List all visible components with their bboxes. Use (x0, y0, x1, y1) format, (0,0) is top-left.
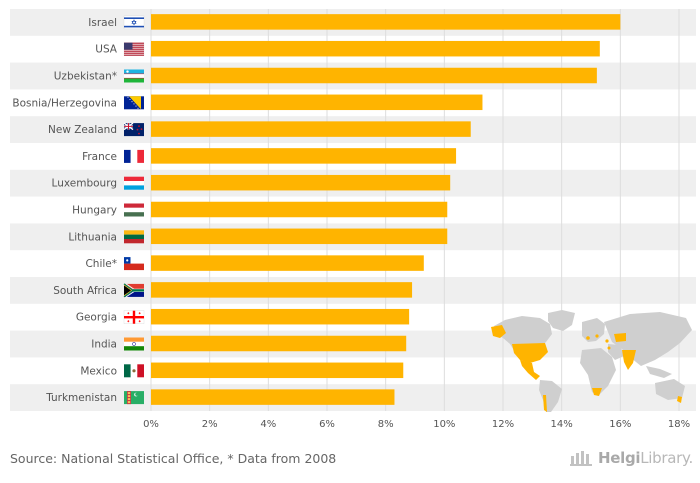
mexico-flag-icon (124, 364, 144, 378)
category-label: New Zealand (48, 124, 117, 136)
category-label: South Africa (53, 285, 117, 297)
category-label: Hungary (72, 205, 117, 217)
bars (151, 14, 621, 405)
category-label: Turkmenistan (45, 392, 117, 404)
category-label: Georgia (76, 312, 117, 324)
georgia-flag-icon (123, 310, 145, 324)
bar-france[interactable] (151, 148, 457, 164)
category-label: France (82, 151, 117, 163)
bar-lithuania[interactable] (151, 228, 448, 245)
luxembourg-flag-icon (124, 176, 144, 190)
lithuania-flag-icon (124, 230, 144, 244)
category-label: India (91, 339, 117, 351)
india-flag-icon (124, 337, 144, 351)
x-tick-label: 4% (260, 419, 276, 430)
x-tick-label: 8% (378, 419, 394, 430)
flags (123, 15, 145, 405)
bar-hungary[interactable] (151, 201, 448, 218)
israel-flag-icon (123, 15, 145, 30)
chile-flag-icon (124, 257, 144, 271)
category-label: Lithuania (68, 231, 117, 243)
hungary-flag-icon (124, 203, 144, 217)
bar-israel[interactable] (151, 14, 621, 30)
bar-south-africa[interactable] (151, 282, 413, 298)
uzbekistan-flag-icon (124, 69, 144, 83)
category-label: Israel (88, 17, 117, 29)
x-tick-label: 12% (492, 419, 514, 430)
x-tick-label: 16% (609, 419, 631, 430)
bar-new-zealand[interactable] (151, 121, 471, 137)
category-labels: Israel USA Uzbekistan* Bosnia/Herzegovina Ne… (12, 17, 117, 404)
category-label: Mexico (80, 365, 117, 377)
category-label: Bosnia/Herzegovina (12, 97, 117, 109)
turkmenistan-flag-icon (124, 391, 144, 405)
source-note: Source: National Statistical Office, * D… (10, 451, 337, 466)
bar-georgia[interactable] (151, 308, 410, 325)
x-tick-label: 0% (143, 419, 159, 430)
x-axis-ticks: 0% 2% 4% 6% 8% 10% 12% 14% 16% 18% (143, 419, 690, 430)
south-africa-flag-icon (123, 283, 144, 298)
x-tick-label: 18% (668, 419, 690, 430)
category-label: Chile* (85, 258, 117, 270)
bar-luxembourg[interactable] (151, 174, 451, 191)
bar-mexico[interactable] (151, 362, 404, 379)
logo-text: HelgiLibrary. (598, 449, 693, 467)
bar-uzbekistan[interactable] (151, 67, 597, 84)
x-tick-label: 6% (319, 419, 335, 430)
helgi-library-logo[interactable]: HelgiLibrary. (570, 449, 693, 467)
new-zealand-flag-icon (123, 122, 144, 137)
bar-india[interactable] (151, 335, 407, 352)
x-tick-label: 14% (551, 419, 573, 430)
category-label: Luxembourg (52, 178, 117, 190)
x-tick-label: 2% (202, 419, 218, 430)
building-icon (570, 451, 592, 466)
bar-chile[interactable] (151, 255, 424, 271)
bosnia-flag-icon (124, 96, 144, 110)
usa-flag-icon (123, 42, 145, 56)
france-flag-icon (124, 149, 144, 163)
bar-bosnia-herzegovina[interactable] (151, 94, 483, 111)
bar-turkmenistan[interactable] (151, 389, 395, 405)
bar-usa[interactable] (151, 40, 600, 57)
x-tick-label: 10% (433, 419, 455, 430)
category-label: Uzbekistan* (54, 71, 117, 83)
world-map-icon (491, 310, 692, 412)
category-label: USA (95, 44, 118, 56)
